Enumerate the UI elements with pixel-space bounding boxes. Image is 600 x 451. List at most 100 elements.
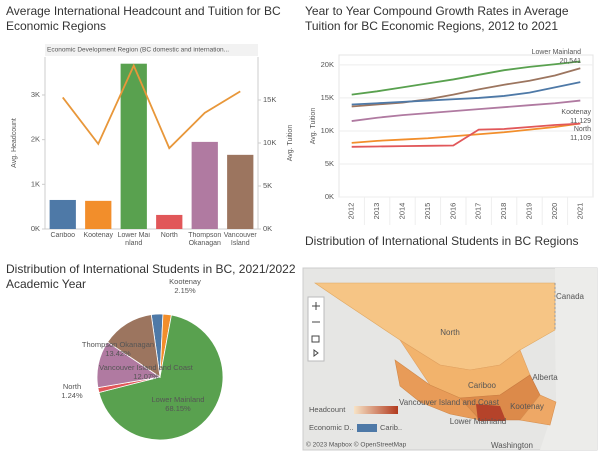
- x-tick-label-box: North: [160, 232, 178, 239]
- x-tick-label: 2016: [448, 203, 457, 220]
- map-panel: North Cariboo Vancouver Island and Coast…: [302, 267, 598, 451]
- header: Economic Development Region (BC domestic…: [47, 47, 229, 54]
- filter-value[interactable]: Carib..: [380, 423, 402, 432]
- pie-label: Lower Mainland: [152, 395, 205, 404]
- y-tick-label: 5K: [325, 159, 334, 168]
- y-tick-label: 10K: [321, 126, 334, 135]
- y-tick-label: 2K: [31, 135, 40, 144]
- x-tick-label: 2021: [575, 203, 584, 220]
- region-label: Cariboo: [468, 381, 497, 390]
- series-label: North: [574, 126, 591, 133]
- region-kootenay: [519, 394, 557, 426]
- y2-axis-title: Avg. Tuition: [287, 125, 294, 162]
- y2-tick-label: 10K: [263, 138, 276, 147]
- y-axis-title: Avg. Tuition: [310, 108, 317, 145]
- pie-value-label: 1.24%: [61, 391, 83, 400]
- line: [351, 60, 581, 96]
- x-tick-label-box: Vancouver Island: [223, 232, 257, 247]
- pie-label: Kootenay: [169, 277, 201, 286]
- pie-label: Vancouver Island and Coast: [99, 363, 194, 372]
- bar: [156, 214, 183, 229]
- pie-value-label: 13.42%: [105, 349, 131, 358]
- pie-label: North: [63, 382, 81, 391]
- y2-tick-label: 0K: [263, 224, 272, 233]
- region-vancouver-island: [394, 359, 481, 421]
- place-label: Washington: [491, 441, 533, 450]
- series-label: Lower Mainland: [532, 49, 582, 56]
- x-tick-label: 2017: [474, 203, 483, 220]
- legend-gradient: [354, 406, 398, 414]
- map-controls[interactable]: [307, 296, 325, 362]
- y2-tick-label: 15K: [263, 95, 276, 104]
- line: [351, 122, 581, 144]
- region-label: Kootenay: [510, 402, 544, 411]
- line: [351, 81, 581, 106]
- x-tick-label: Kootenay: [83, 232, 114, 239]
- x-tick-label-box: Kootenay: [83, 232, 114, 239]
- legend-title: Headcount: [309, 405, 346, 414]
- place-label: Alberta: [532, 373, 558, 382]
- y-axis-title: Avg. Headcount: [11, 118, 18, 168]
- x-tick-label: 2012: [347, 203, 356, 220]
- region-label: North: [440, 328, 460, 337]
- x-tick-label: Vancouver Island: [223, 232, 257, 247]
- bar: [49, 199, 76, 229]
- y-tick-label: 15K: [321, 93, 334, 102]
- region-label: Lower Mainland: [450, 417, 506, 426]
- y-tick-label: 3K: [31, 90, 40, 99]
- chart-title: Distribution of International Students i…: [6, 262, 296, 291]
- chart-title-box: Average International Headcount and Tuit…: [6, 4, 281, 33]
- series-label: Kootenay: [561, 109, 591, 116]
- bar: [227, 154, 254, 229]
- x-tick-label: 2020: [550, 203, 559, 220]
- x-tick-label: 2013: [372, 203, 381, 220]
- filter-swatch: [357, 424, 377, 432]
- x-tick-label: Lower Mainland: [117, 232, 150, 247]
- x-tick-label-box: Thompson Okanagan: [188, 232, 222, 247]
- y-tick-label: 20K: [321, 60, 334, 69]
- place-label: Canada: [556, 292, 585, 301]
- header-bar: [45, 44, 258, 56]
- chart-title: Year to Year Compound Growth Rates in Av…: [305, 4, 569, 33]
- bar: [120, 63, 147, 230]
- chart-title-box: Year to Year Compound Growth Rates in Av…: [305, 4, 569, 33]
- map-title-box: Distribution of International Students i…: [305, 234, 579, 248]
- line: [351, 67, 581, 108]
- filter-label: Economic D..: [309, 423, 354, 432]
- y-tick-label: 0K: [31, 224, 40, 233]
- x-tick-label: Thompson Okanagan: [188, 232, 222, 247]
- chart-title: Average International Headcount and Tuit…: [6, 4, 281, 33]
- chart-title-box: Distribution of International Students i…: [6, 262, 296, 291]
- pie-label: Thompson Okanagan: [82, 340, 154, 349]
- map-title: Distribution of International Students i…: [305, 234, 579, 248]
- x-tick-label: 2015: [423, 203, 432, 220]
- pie-value-label: 68.15%: [165, 404, 191, 413]
- x-tick-label: Cariboo: [50, 232, 75, 239]
- line: [62, 63, 241, 150]
- x-tick-label-box: Lower Mainland: [117, 232, 150, 247]
- value-label: 20,541: [560, 58, 582, 65]
- x-tick-label: 2018: [499, 203, 508, 220]
- value-label: 11,129: [570, 118, 591, 125]
- pie-value-label: 12.07%: [133, 372, 159, 381]
- x-tick-label-box: Cariboo: [50, 232, 75, 239]
- bar: [191, 141, 218, 229]
- region-label: Vancouver Island and Coast: [399, 398, 500, 407]
- pie-slice: [107, 314, 161, 378]
- attribution: © 2023 Mapbox © OpenStreetMap: [306, 441, 407, 449]
- line: [351, 122, 581, 148]
- x-tick-label: 2014: [397, 203, 406, 220]
- y-tick-label: 0K: [325, 192, 334, 201]
- pie-value-label: 2.15%: [174, 286, 196, 295]
- region-lower-mainland: [476, 404, 506, 421]
- alberta-area: [540, 268, 597, 450]
- y-tick-label: 1K: [31, 179, 40, 188]
- pie-slice: [98, 314, 224, 441]
- y2-tick-label: 5K: [263, 181, 272, 190]
- x-tick-label: 2019: [524, 203, 533, 220]
- bar: [85, 200, 112, 229]
- map-control-icons: [311, 302, 320, 357]
- x-tick-label: North: [160, 232, 178, 239]
- line: [351, 99, 581, 122]
